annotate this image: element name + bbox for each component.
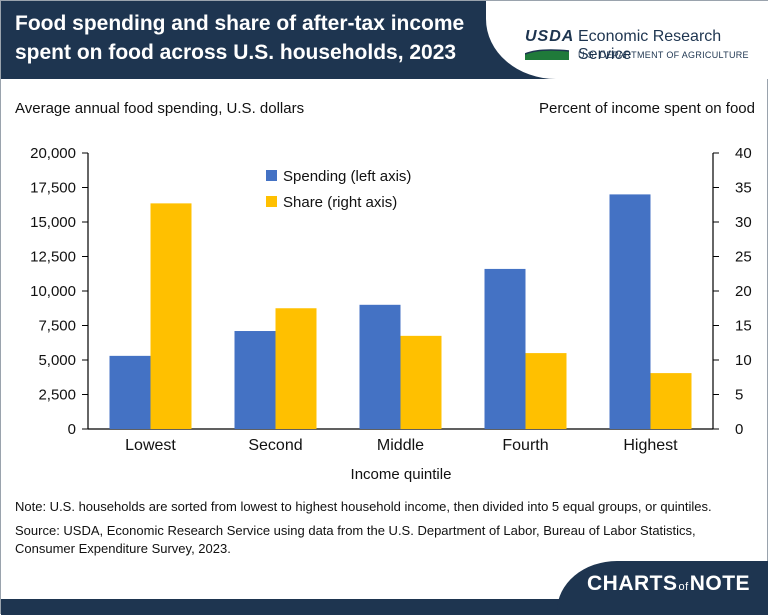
charts-of-note-logo: CHARTSofNOTE xyxy=(587,572,750,596)
bar-spending-fourth xyxy=(484,268,526,429)
category-label-fourth: Fourth xyxy=(502,437,548,454)
right-tick-label: 0 xyxy=(735,421,743,438)
legend-swatch-share xyxy=(266,196,277,207)
agency-brand-box xyxy=(486,1,768,79)
left-tick-label: 0 xyxy=(68,421,76,438)
bar-share-highest xyxy=(650,373,692,429)
left-tick-label: 7,500 xyxy=(38,318,76,335)
x-axis-title: Income quintile xyxy=(351,466,452,483)
charts-of-note-badge xyxy=(557,561,768,615)
usda-logo: USDA xyxy=(525,28,573,62)
agency-name: Economic Research Service xyxy=(578,28,722,63)
bar-share-lowest xyxy=(150,203,192,429)
bar-spending-highest xyxy=(609,194,651,429)
left-tick-label: 12,500 xyxy=(30,249,76,266)
brand-of: of xyxy=(678,581,689,593)
bar-share-middle xyxy=(400,335,442,429)
right-tick-label: 30 xyxy=(735,214,752,231)
category-label-highest: Highest xyxy=(623,437,678,454)
bar-spending-lowest xyxy=(109,355,151,429)
legend-label-spending: Spending (left axis) xyxy=(283,168,411,185)
category-labels: Lowest Second Middle Fourth Highest xyxy=(125,437,678,454)
category-label-second: Second xyxy=(248,437,302,454)
notes-section: Note: U.S. households are sorted from lo… xyxy=(15,498,755,564)
bars-group xyxy=(109,194,692,429)
legend: Spending (left axis) Share (right axis) xyxy=(266,168,411,211)
category-label-lowest: Lowest xyxy=(125,437,176,454)
left-tick-label: 5,000 xyxy=(38,352,76,369)
bar-share-second xyxy=(275,308,317,429)
right-tick-label: 25 xyxy=(735,249,752,266)
right-axis-title: Percent of income spent on food xyxy=(539,100,755,117)
right-tick-label: 10 xyxy=(735,352,752,369)
brand-note: NOTE xyxy=(689,572,751,595)
legend-swatch-spending xyxy=(266,170,277,181)
right-tick-label: 40 xyxy=(735,145,752,162)
left-tick-label: 20,000 xyxy=(30,145,76,162)
right-tick-label: 5 xyxy=(735,387,743,404)
right-axis-ticks: 0 5 10 15 20 25 30 35 40 xyxy=(713,145,752,438)
right-tick-label: 20 xyxy=(735,283,752,300)
left-tick-label: 15,000 xyxy=(30,214,76,231)
department-name: U.S. DEPARTMENT OF AGRICULTURE xyxy=(578,50,749,60)
bar-spending-middle xyxy=(359,304,401,429)
dual-axis-bar-chart: Average annual food spending, U.S. dolla… xyxy=(15,100,755,483)
bar-spending-second xyxy=(234,331,276,429)
chart-title: Food spending and share of after-tax inc… xyxy=(15,12,465,64)
source-text: Source: USDA, Economic Research Service … xyxy=(15,523,696,556)
left-tick-label: 10,000 xyxy=(30,283,76,300)
bar-share-fourth xyxy=(525,353,567,429)
category-label-middle: Middle xyxy=(377,437,424,454)
right-tick-label: 35 xyxy=(735,180,752,197)
left-tick-label: 17,500 xyxy=(30,180,76,197)
left-axis-ticks: 0 2,500 5,000 7,500 10,000 12,500 15,000 17,500… xyxy=(30,145,88,438)
left-tick-label: 2,500 xyxy=(38,387,76,404)
usda-logo-text: USDA xyxy=(525,28,575,45)
legend-label-share: Share (right axis) xyxy=(283,194,397,211)
brand-charts: CHARTS xyxy=(587,572,678,595)
note-text: Note: U.S. households are sorted from lo… xyxy=(15,499,712,514)
usda-swoosh-icon xyxy=(525,49,569,60)
left-axis-title: Average annual food spending, U.S. dolla… xyxy=(15,100,304,117)
right-tick-label: 15 xyxy=(735,318,752,335)
